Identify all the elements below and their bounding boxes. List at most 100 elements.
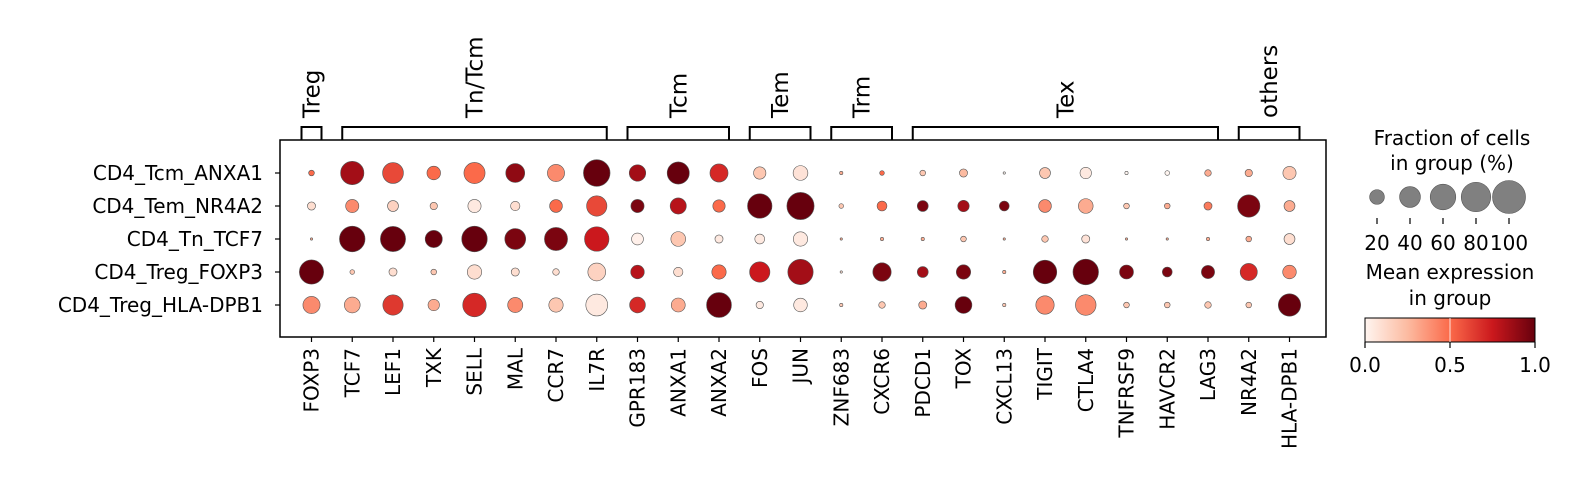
colorbar-tick-label: 0.0 [1349, 353, 1381, 377]
dot [630, 264, 645, 280]
dot [879, 170, 885, 176]
dot [839, 270, 843, 274]
dot [876, 200, 888, 212]
dot [463, 162, 486, 184]
dot [429, 202, 438, 210]
dot [462, 292, 487, 318]
dot [1165, 237, 1169, 241]
size-legend-tick-label: 20 [1364, 231, 1389, 255]
dot [631, 232, 644, 246]
dot [380, 226, 406, 252]
column-label: MAL [503, 347, 527, 390]
dot [839, 171, 844, 175]
row-label: CD4_Treg_FOXP3 [94, 260, 263, 284]
dot [387, 200, 399, 212]
dot [1282, 166, 1297, 180]
column-label: CXCL13 [992, 348, 1016, 425]
dot [586, 195, 608, 217]
dot [1002, 303, 1007, 307]
dot [673, 267, 684, 277]
dot [920, 237, 925, 241]
dot [753, 166, 767, 180]
size-legend-dot [1399, 186, 1421, 208]
dot [1162, 266, 1173, 278]
dot [919, 169, 926, 177]
dot [960, 235, 967, 243]
dot [549, 199, 563, 213]
colorbar-tick-label: 1.0 [1519, 353, 1551, 377]
dot [1164, 301, 1171, 309]
dot [1204, 169, 1212, 177]
dot [1123, 202, 1130, 210]
column-label: ANXA2 [707, 348, 731, 417]
dot [310, 237, 313, 241]
column-label: CXCR6 [870, 348, 894, 415]
row-label: CD4_Tcm_ANXA1 [93, 161, 263, 185]
dot [787, 259, 814, 285]
dot [345, 199, 360, 213]
dot [1119, 264, 1134, 280]
column-label: FOS [748, 348, 772, 388]
dot [954, 296, 973, 314]
column-label: HAVCR2 [1155, 348, 1179, 430]
dot [793, 297, 808, 313]
dot [505, 163, 526, 183]
dot [388, 267, 398, 277]
dot [302, 296, 321, 314]
dot [461, 225, 488, 253]
dot [467, 199, 482, 213]
dot [669, 197, 687, 215]
dot [299, 259, 324, 285]
column-label: IL7R [585, 348, 609, 392]
dot [547, 164, 565, 182]
dot [1164, 170, 1170, 176]
column-label: ANXA1 [666, 348, 690, 417]
size-legend-tick-label: 80 [1463, 231, 1488, 255]
group-label: Tem [768, 71, 794, 119]
size-legend-title-line-1: Fraction of cells [1374, 126, 1531, 150]
dot [548, 297, 564, 313]
dot [544, 227, 568, 251]
column-label: GPR183 [626, 348, 650, 428]
dot [1078, 198, 1094, 214]
dot [1283, 233, 1296, 245]
dot [628, 164, 647, 182]
dot [956, 264, 971, 280]
group-bracket [911, 126, 1219, 140]
group-label: Trm [850, 76, 876, 119]
column-label: LEF1 [381, 348, 405, 396]
size-legend-dot [1460, 181, 1492, 213]
dot [504, 228, 526, 250]
column-label: TOX [952, 348, 976, 390]
dot [786, 192, 815, 220]
dot [552, 268, 560, 276]
dot [510, 267, 520, 277]
size-legend-dot [1492, 180, 1526, 214]
size-legend-tick-label: 100 [1490, 231, 1528, 255]
dot [308, 169, 315, 177]
size-legend: Fraction of cells in group (%) 20 40 60 80 1… [1364, 126, 1530, 255]
dot [1245, 301, 1252, 309]
dot [957, 199, 970, 213]
dot [1237, 194, 1261, 218]
dot [344, 296, 361, 314]
colorbar-title-line-2: in group [1409, 286, 1492, 310]
dot [1123, 301, 1130, 309]
dot [583, 159, 611, 187]
group-bracket [1237, 126, 1301, 140]
dot [1244, 169, 1253, 177]
column-label: TXK [422, 347, 446, 388]
dot [1203, 201, 1213, 211]
size-legend-dot [1429, 183, 1457, 211]
dot [666, 161, 690, 185]
dot [1038, 199, 1052, 213]
dot [1201, 265, 1215, 279]
group-label: Tcm [666, 73, 692, 119]
dot [585, 293, 608, 317]
group-label: others [1257, 45, 1283, 118]
row-label: CD4_Tem_NR4A2 [92, 194, 263, 218]
dot [1075, 294, 1097, 316]
dot [630, 199, 645, 213]
